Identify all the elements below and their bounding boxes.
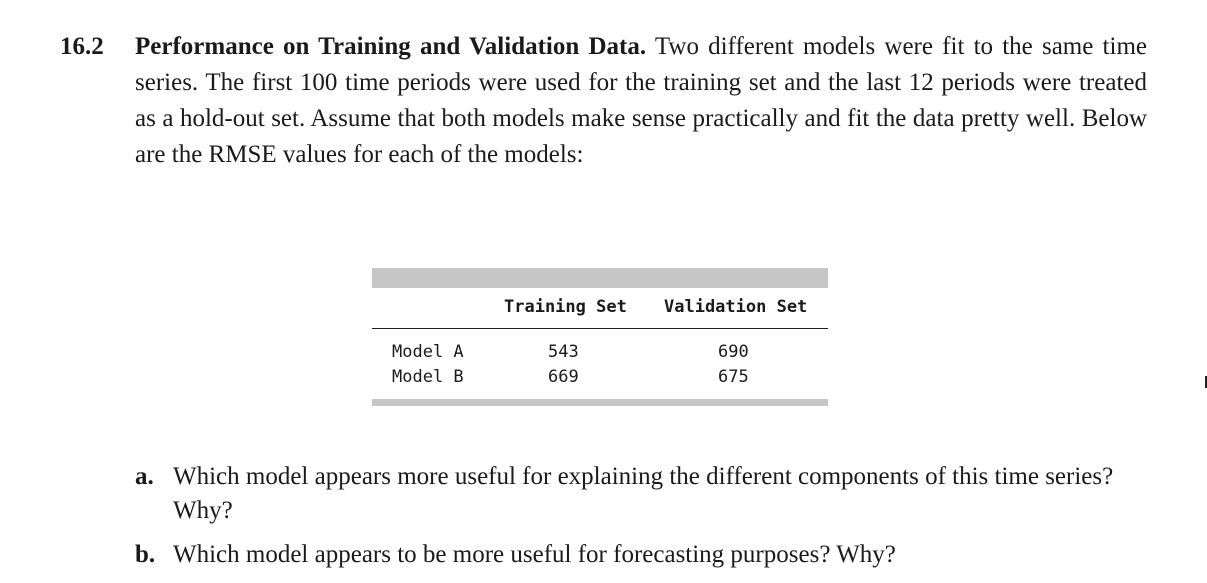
table-body: Model A 543 690 Model B 669 675 [372, 329, 828, 399]
question-text: Which model appears more useful for expl… [173, 463, 1114, 524]
question-b: b. Which model appears to be more useful… [135, 538, 1150, 572]
text-cursor-icon [1205, 376, 1207, 388]
header-validation-set: Validation Set [664, 297, 808, 317]
question-a: a. Which model appears more useful for e… [135, 460, 1150, 528]
problem-text: Two different models were fit to the sam… [135, 33, 1147, 168]
row-validation-value: 675 [718, 367, 749, 387]
problem-statement: Performance on Training and Validation D… [135, 29, 1147, 173]
question-letter: b. [135, 541, 156, 568]
table-row: Model A 543 690 [372, 340, 828, 365]
rmse-table: Training Set Validation Set Model A 543 … [372, 268, 828, 406]
row-validation-value: 690 [718, 342, 749, 362]
table-top-rule [372, 268, 828, 288]
row-training-value: 669 [548, 367, 579, 387]
problem-number: 16.2 [60, 33, 104, 60]
problem-title: Performance on Training and Validation D… [135, 33, 647, 60]
table-row: Model B 669 675 [372, 365, 828, 390]
row-training-value: 543 [548, 342, 579, 362]
row-model-label: Model A [392, 342, 464, 362]
table-header-row: Training Set Validation Set [372, 288, 828, 329]
question-list: a. Which model appears more useful for e… [135, 460, 1150, 582]
question-letter: a. [135, 463, 154, 490]
row-model-label: Model B [392, 367, 464, 387]
table-bottom-rule [372, 399, 828, 406]
header-training-set: Training Set [504, 297, 627, 317]
question-text: Which model appears to be more useful fo… [173, 541, 896, 568]
